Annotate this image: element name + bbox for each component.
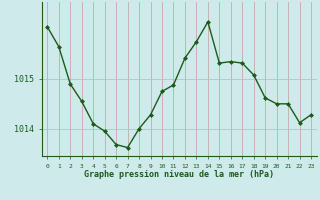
X-axis label: Graphe pression niveau de la mer (hPa): Graphe pression niveau de la mer (hPa) xyxy=(84,170,274,179)
